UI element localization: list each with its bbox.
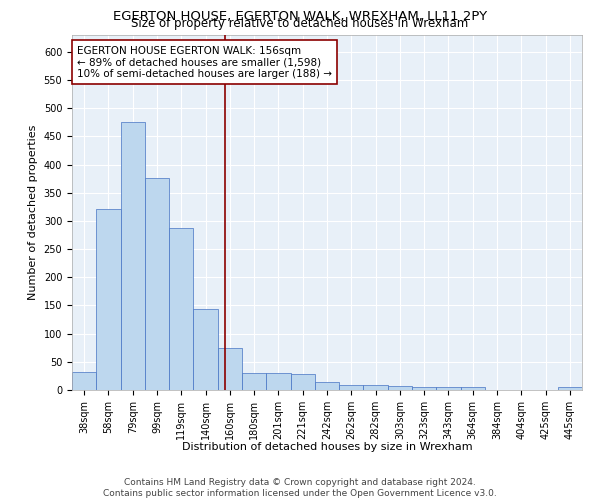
Bar xyxy=(218,348,242,390)
Bar xyxy=(145,178,169,390)
Text: EGERTON HOUSE, EGERTON WALK, WREXHAM, LL11 2PY: EGERTON HOUSE, EGERTON WALK, WREXHAM, LL… xyxy=(113,10,487,23)
Bar xyxy=(72,372,96,390)
X-axis label: Distribution of detached houses by size in Wrexham: Distribution of detached houses by size … xyxy=(182,442,472,452)
Bar xyxy=(388,386,412,390)
Bar xyxy=(169,228,193,390)
Bar xyxy=(290,374,315,390)
Bar xyxy=(266,373,290,390)
Text: EGERTON HOUSE EGERTON WALK: 156sqm
← 89% of detached houses are smaller (1,598)
: EGERTON HOUSE EGERTON WALK: 156sqm ← 89%… xyxy=(77,46,332,79)
Y-axis label: Number of detached properties: Number of detached properties xyxy=(28,125,38,300)
Bar xyxy=(558,386,582,390)
Text: Contains HM Land Registry data © Crown copyright and database right 2024.
Contai: Contains HM Land Registry data © Crown c… xyxy=(103,478,497,498)
Bar xyxy=(193,310,218,390)
Bar xyxy=(461,387,485,390)
Bar xyxy=(315,382,339,390)
Bar xyxy=(242,372,266,390)
Bar xyxy=(436,387,461,390)
Bar xyxy=(412,387,436,390)
Bar xyxy=(121,122,145,390)
Text: Size of property relative to detached houses in Wrexham: Size of property relative to detached ho… xyxy=(131,18,469,30)
Bar xyxy=(96,208,121,390)
Bar xyxy=(339,386,364,390)
Bar xyxy=(364,386,388,390)
